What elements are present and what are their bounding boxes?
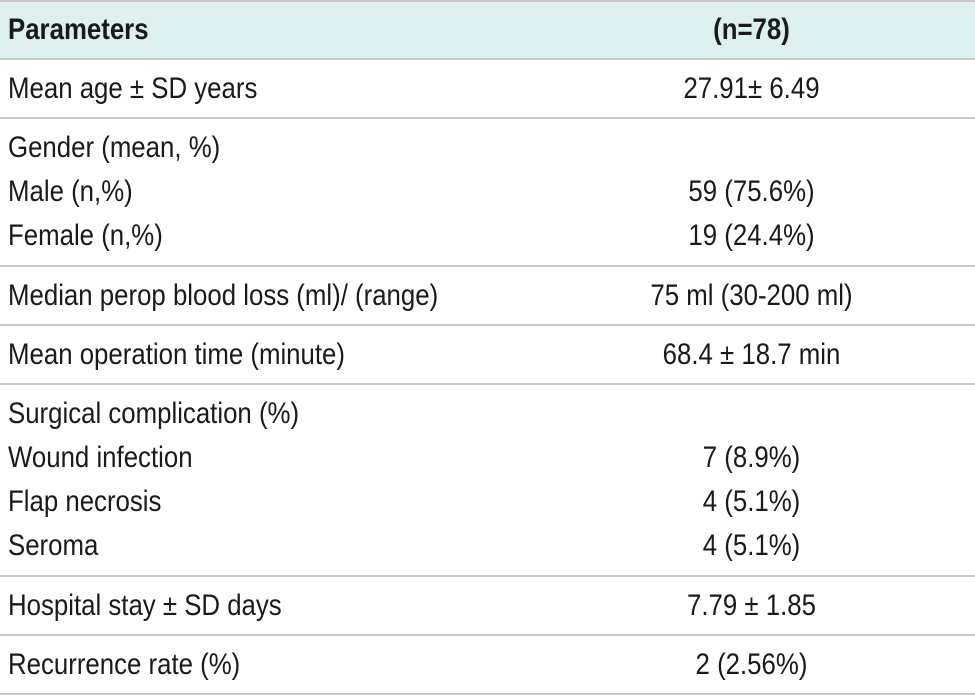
header-parameters-label: Parameters bbox=[8, 13, 149, 46]
param-label: Male (n,%) bbox=[8, 175, 133, 208]
param-value: 19 (24.4%) bbox=[688, 219, 815, 252]
value-cell: 7.79 ± 1.85 bbox=[560, 584, 975, 628]
value-cell: 2 (2.56%) bbox=[560, 643, 975, 687]
param-label: Female (n,%) bbox=[8, 219, 163, 252]
param-cell: Gender (mean, %) Male (n,%) Female (n,%) bbox=[0, 126, 560, 258]
param-cell: Hospital stay ± SD days bbox=[0, 584, 560, 628]
table-row: Hospital stay ± SD days 7.79 ± 1.85 bbox=[0, 577, 975, 636]
param-value: 4 (5.1%) bbox=[702, 485, 801, 518]
param-value: 59 (75.6%) bbox=[688, 175, 815, 208]
param-label: Recurrence rate (%) bbox=[8, 647, 241, 681]
param-label: Median perop blood loss (ml)/ (range) bbox=[8, 278, 439, 312]
param-value: 75 ml (30-200 ml) bbox=[650, 278, 853, 312]
param-value: 2 (2.56%) bbox=[695, 647, 808, 681]
param-value: 27.91± 6.49 bbox=[683, 71, 820, 105]
header-n-label: (n=78) bbox=[713, 13, 790, 46]
param-label: Seroma bbox=[8, 529, 99, 562]
param-cell: Mean operation time (minute) bbox=[0, 333, 560, 377]
table-row: Mean operation time (minute) 68.4 ± 18.7… bbox=[0, 326, 975, 385]
param-cell: Median perop blood loss (ml)/ (range) bbox=[0, 274, 560, 318]
param-label: Gender (mean, %) bbox=[8, 131, 221, 164]
param-value bbox=[587, 126, 916, 170]
param-label: Surgical complication (%) bbox=[8, 397, 300, 430]
param-label: Mean operation time (minute) bbox=[8, 337, 345, 371]
table-row: Gender (mean, %) Male (n,%) Female (n,%)… bbox=[0, 119, 975, 267]
param-label: Hospital stay ± SD days bbox=[8, 588, 282, 622]
param-value: 7.79 ± 1.85 bbox=[687, 588, 816, 622]
table-row: Recurrence rate (%) 2 (2.56%) bbox=[0, 636, 975, 695]
param-label: Flap necrosis bbox=[8, 485, 162, 518]
table-header-row: Parameters (n=78) bbox=[0, 2, 975, 60]
param-value: 4 (5.1%) bbox=[702, 529, 801, 562]
value-cell: 75 ml (30-200 ml) bbox=[560, 274, 975, 318]
param-value: 68.4 ± 18.7 min bbox=[662, 337, 841, 371]
value-cell: 7 (8.9%) 4 (5.1%) 4 (5.1%) bbox=[560, 392, 975, 568]
value-cell: 27.91± 6.49 bbox=[560, 67, 975, 111]
param-cell: Surgical complication (%) Wound infectio… bbox=[0, 392, 560, 568]
param-label: Mean age ± SD years bbox=[8, 71, 258, 105]
param-value: 7 (8.9%) bbox=[702, 441, 801, 474]
param-label: Wound infection bbox=[8, 441, 193, 474]
table-row: Median perop blood loss (ml)/ (range) 75… bbox=[0, 267, 975, 326]
value-cell: 68.4 ± 18.7 min bbox=[560, 333, 975, 377]
table-row: Surgical complication (%) Wound infectio… bbox=[0, 385, 975, 577]
param-cell: Recurrence rate (%) bbox=[0, 643, 560, 687]
param-cell: Mean age ± SD years bbox=[0, 67, 560, 111]
table-row: Mean age ± SD years 27.91± 6.49 bbox=[0, 60, 975, 119]
header-cell-n: (n=78) bbox=[560, 8, 975, 52]
value-cell: 59 (75.6%) 19 (24.4%) bbox=[560, 126, 975, 258]
param-value bbox=[587, 392, 916, 436]
header-cell-parameters: Parameters bbox=[0, 8, 560, 52]
